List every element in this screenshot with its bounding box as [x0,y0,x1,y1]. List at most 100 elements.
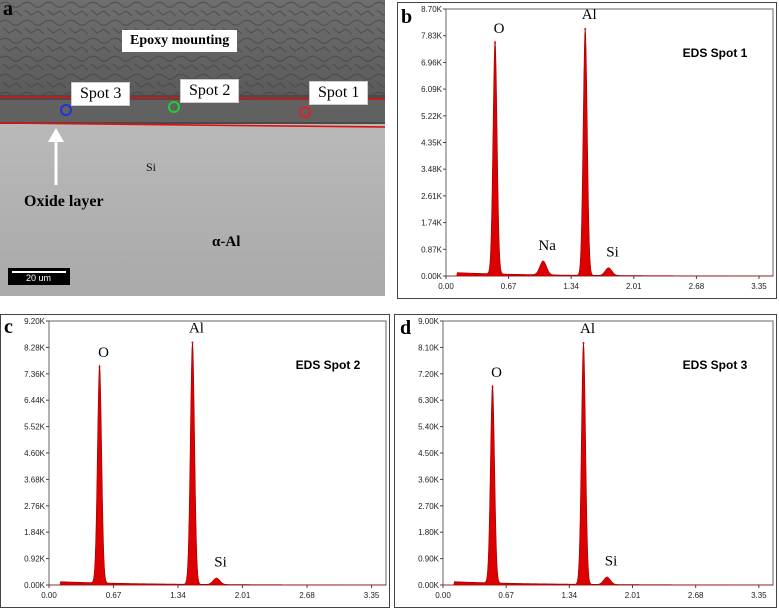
peak-label-al: Al [189,321,204,337]
y-tick-label: 5.22K [421,112,443,121]
y-tick-label: 6.96K [421,58,443,67]
eds-panel-c: c 0.00K 0.92K 1.84K 2.76K 3.68K 4.60K 5.52K 6.4… [0,314,390,608]
x-tick-label: 2.68 [689,282,705,291]
y-tick-label: 6.30K [418,396,440,405]
y-tick-label: 2.76K [24,502,46,511]
peak-label-al: Al [582,7,597,23]
panel-letter-a: a [3,0,13,20]
y-tick-label: 0.90K [418,555,440,564]
y-tick-label: 2.70K [418,502,440,511]
x-tick-label: 1.34 [562,591,578,600]
y-tick-label: 0.92K [24,555,46,564]
y-tick-label: 4.35K [421,139,443,148]
y-tick-label: 4.50K [418,449,440,458]
sem-panel: a Epoxy mounting Spot 3 Spot 2 Spot 1 Si… [0,0,393,300]
peak-point-o [98,365,101,368]
x-tick-label: 3.35 [751,282,767,291]
eds-panel-d: d 0.00K 0.90K 1.80K 2.70K 3.60K 4.50K 5.40K 6.3… [394,314,777,608]
y-tick-label: 1.74K [421,219,443,228]
eds-chart-spot-2: 0.00K 0.92K 1.84K 2.76K 3.68K 4.60K 5.52K 6.44K… [24,317,387,600]
peak-point-si [607,267,610,270]
spot-2-label: Spot 2 [180,79,240,103]
y-tick-label: 3.68K [24,475,46,484]
x-tick-label: 1.34 [563,282,579,291]
panel-letter-d: d [400,317,412,339]
peak-point-al [584,27,587,30]
x-tick-label: 3.35 [364,591,380,600]
peak-label-al: Al [580,321,595,337]
eds-title: EDS Spot 1 [683,46,748,60]
y-tick-label: 8.10K [418,343,440,352]
y-tick-label: 1.84K [24,528,46,537]
y-tick-label: 2.61K [421,192,443,201]
spot-1-marker [299,106,311,118]
si-label: Si [146,160,157,174]
x-tick-label: 0.00 [435,591,451,600]
eds-chart-spot-1: 0.00K 0.87K 1.74K 2.61K 3.48K 4.35K 5.22K 6.09K… [421,5,774,291]
x-tick-label: 3.35 [751,591,767,600]
eds-chart-spot-3: 0.00K 0.90K 1.80K 2.70K 3.60K 4.50K 5.40K 6.30K… [418,317,774,600]
x-tick-label: 2.01 [235,591,251,600]
x-tick-label: 2.01 [626,282,642,291]
peak-point-o [494,41,497,44]
peak-label-si: Si [214,555,227,571]
y-tick-label: 0.87K [421,245,443,254]
peak-label-o: O [491,365,502,381]
panel-letter-b: b [401,6,413,28]
y-tick-label: 7.83K [421,32,443,41]
peak-label-si: Si [606,244,619,260]
scale-bar-label: 20 um [26,273,52,283]
eds-title: EDS Spot 3 [683,358,748,372]
peak-point-na [542,261,545,264]
peak-label-o: O [98,345,109,361]
peak-point-al [191,341,194,344]
y-tick-label: 9.20K [24,317,46,326]
epoxy-label: Epoxy mounting [122,30,238,52]
oxide-layer-label: Oxide layer [24,193,104,210]
spot-3-label: Spot 3 [71,82,131,106]
y-tick-label: 0.00K [418,581,440,590]
alpha-al-label: α-Al [212,234,241,250]
y-tick-label: 8.28K [24,343,46,352]
x-tick-label: 0.00 [438,282,454,291]
x-tick-label: 0.67 [106,591,122,600]
y-tick-label: 7.20K [418,370,440,379]
x-tick-label: 2.68 [688,591,704,600]
spot-2-marker [168,101,180,113]
y-tick-label: 1.80K [418,528,440,537]
y-tick-label: 3.48K [421,165,443,174]
y-tick-label: 0.00K [24,581,46,590]
y-tick-label: 5.52K [24,423,46,432]
y-tick-label: 6.44K [24,396,46,405]
peak-label-si: Si [605,554,618,570]
eds-title: EDS Spot 2 [296,358,361,372]
peak-label-o: O [494,21,505,37]
y-tick-label: 7.36K [24,370,46,379]
peak-point-si [606,576,609,579]
spectrum-fill [443,342,774,586]
x-tick-label: 0.00 [41,591,57,600]
y-tick-label: 4.60K [24,449,46,458]
layer-boundary-bottom [0,122,386,128]
peak-point-al [582,342,585,344]
spectrum-fill [446,28,774,277]
y-tick-label: 8.70K [421,5,443,14]
panel-letter-c: c [4,316,13,338]
x-tick-label: 1.34 [170,591,186,600]
x-tick-label: 0.67 [498,591,514,600]
y-tick-label: 5.40K [418,423,440,432]
peak-point-si [215,577,218,580]
y-tick-label: 9.00K [418,317,440,326]
x-tick-label: 2.68 [299,591,315,600]
y-tick-label: 6.09K [421,85,443,94]
x-tick-label: 0.67 [501,282,517,291]
peak-point-o [491,386,494,388]
y-tick-label: 0.00K [421,272,443,281]
oxide-arrow-head [48,128,64,142]
eds-panel-b: b 0.00K 0.87K 1.74K 2.61K 3.48K 4.35K 5.22K 6.0… [397,2,777,299]
peak-label-na: Na [538,238,556,254]
y-tick-label: 3.60K [418,475,440,484]
spot-3-marker [60,104,72,116]
spectrum-fill [49,341,387,586]
x-tick-label: 2.01 [625,591,641,600]
